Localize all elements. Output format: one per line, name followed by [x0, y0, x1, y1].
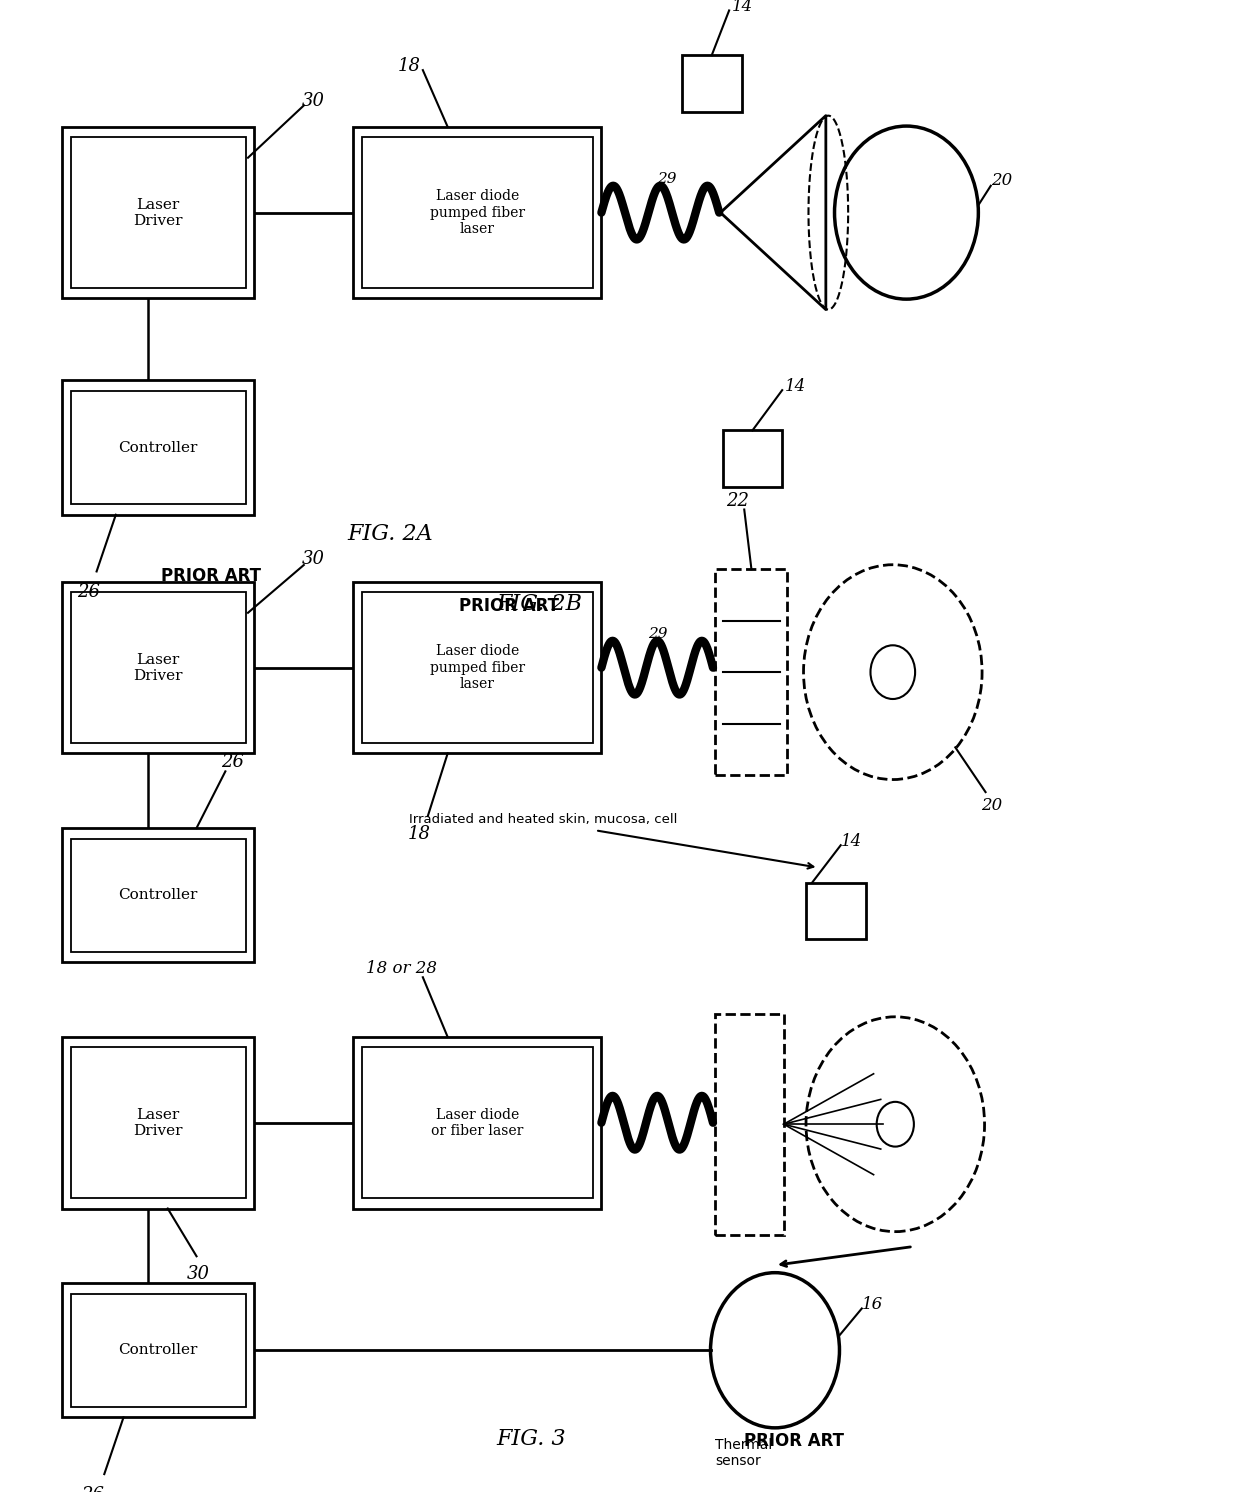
Bar [362, 1047, 593, 1198]
Text: Irradiated and heated skin, mucosa, cell: Irradiated and heated skin, mucosa, cell [409, 813, 677, 827]
Text: 26: 26 [82, 1486, 104, 1492]
Bar [806, 883, 866, 940]
Bar [71, 592, 246, 743]
Text: Controller: Controller [118, 1343, 198, 1358]
Bar [71, 1294, 246, 1407]
Text: 29: 29 [657, 172, 677, 185]
Bar [71, 391, 246, 504]
Text: 26: 26 [77, 583, 100, 601]
Bar [715, 1015, 784, 1235]
Text: Laser diode
or fiber laser: Laser diode or fiber laser [432, 1107, 523, 1138]
Text: Controller: Controller [118, 440, 198, 455]
Text: PRIOR ART: PRIOR ART [161, 567, 262, 585]
Bar [362, 592, 593, 743]
Bar [723, 430, 782, 486]
Text: Laser
Driver: Laser Driver [134, 652, 182, 683]
Text: Controller: Controller [118, 888, 198, 903]
Text: 14: 14 [785, 377, 806, 394]
Text: 26: 26 [222, 753, 244, 771]
Text: Laser diode
pumped fiber
laser: Laser diode pumped fiber laser [430, 189, 525, 236]
Text: FIG. 3: FIG. 3 [496, 1428, 565, 1450]
Text: Laser
Driver: Laser Driver [134, 1107, 182, 1138]
Bar [71, 137, 246, 288]
Bar [62, 582, 254, 753]
Bar [353, 127, 601, 298]
Text: Thermal
sensor: Thermal sensor [715, 1438, 773, 1468]
Text: 29: 29 [649, 627, 668, 642]
Bar [353, 582, 601, 753]
Text: 30: 30 [301, 551, 325, 568]
Bar [62, 828, 254, 962]
Text: PRIOR ART: PRIOR ART [744, 1432, 844, 1450]
Bar [62, 127, 254, 298]
Text: PRIOR ART: PRIOR ART [459, 597, 559, 615]
Text: 20: 20 [981, 798, 1002, 815]
Bar [62, 1037, 254, 1209]
Text: 16: 16 [862, 1297, 883, 1313]
Bar [71, 839, 246, 952]
Bar [62, 1283, 254, 1417]
Text: FIG. 2B: FIG. 2B [496, 592, 582, 615]
Text: 30: 30 [187, 1265, 210, 1283]
Bar [71, 1047, 246, 1198]
Bar [715, 568, 787, 776]
Text: 14: 14 [732, 0, 753, 15]
Text: 30: 30 [301, 93, 325, 110]
Text: 14: 14 [841, 833, 862, 849]
Text: 20: 20 [991, 172, 1012, 188]
Text: 22: 22 [727, 491, 749, 509]
Text: Laser
Driver: Laser Driver [134, 197, 182, 228]
Bar [682, 55, 742, 112]
Bar [62, 380, 254, 515]
Bar [362, 137, 593, 288]
Bar [353, 1037, 601, 1209]
Text: 18: 18 [398, 57, 422, 75]
Text: Laser diode
pumped fiber
laser: Laser diode pumped fiber laser [430, 645, 525, 691]
Text: 18: 18 [408, 825, 432, 843]
Text: FIG. 2A: FIG. 2A [347, 522, 433, 545]
Text: 18 or 28: 18 or 28 [366, 961, 436, 977]
